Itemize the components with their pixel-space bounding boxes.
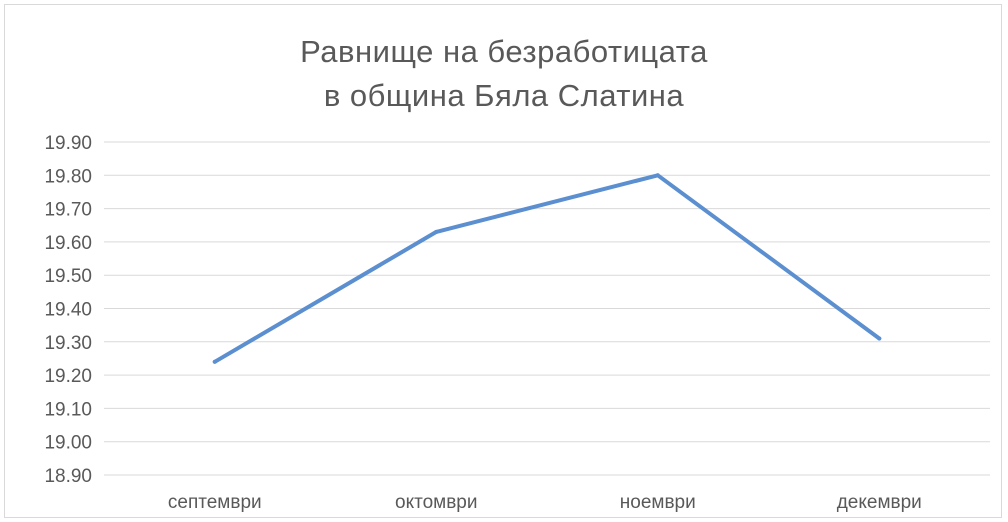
y-tick-label: 19.90 <box>44 133 92 154</box>
series-line <box>212 173 882 364</box>
x-tick-label: ноември <box>620 492 696 513</box>
data-point <box>434 229 439 234</box>
y-tick-label: 19.80 <box>44 166 92 187</box>
y-tick-label: 19.50 <box>44 266 92 287</box>
y-tick-label: 19.20 <box>44 366 92 387</box>
y-tick-label: 19.40 <box>44 300 92 321</box>
y-tick-label: 19.60 <box>44 233 92 254</box>
y-tick-label: 19.10 <box>44 399 92 420</box>
chart-title-line-1: Равнище на безработицата <box>300 34 708 69</box>
chart-frame <box>4 4 1002 518</box>
data-point <box>212 359 217 364</box>
x-tick-label: октомври <box>395 492 478 513</box>
chart-title-line-2: в община Бяла Слатина <box>323 78 685 113</box>
chart-title: Равнище на безработицата в община Бяла С… <box>0 30 1008 118</box>
x-tick-label: декември <box>837 492 922 513</box>
y-tick-label: 19.00 <box>44 433 92 454</box>
data-point <box>655 173 660 178</box>
y-tick-label: 19.30 <box>44 333 92 354</box>
y-tick-label: 18.90 <box>44 466 92 487</box>
y-tick-label: 19.70 <box>44 200 92 221</box>
data-point <box>877 336 882 341</box>
x-tick-label: септември <box>168 492 262 513</box>
